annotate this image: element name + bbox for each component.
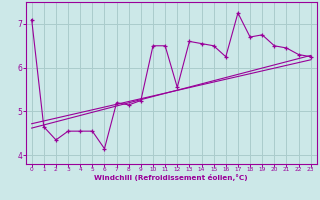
- X-axis label: Windchill (Refroidissement éolien,°C): Windchill (Refroidissement éolien,°C): [94, 174, 248, 181]
